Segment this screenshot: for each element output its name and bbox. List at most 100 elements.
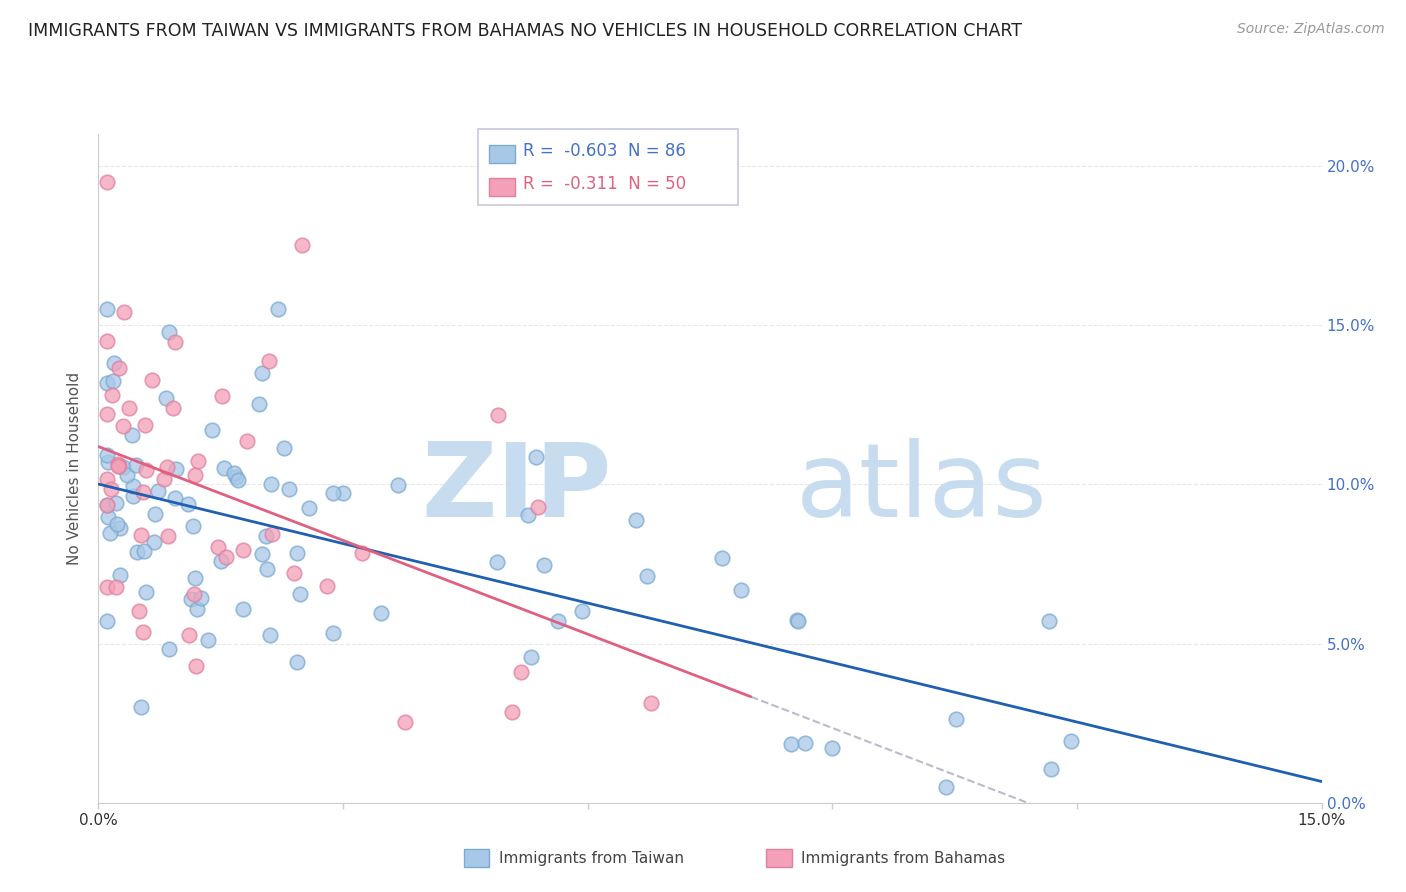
Point: [183, 467, 205, 482]
Point: [711, 551, 734, 566]
Point: [207, 540, 229, 554]
Point: [250, 366, 273, 380]
Point: [780, 737, 803, 751]
Point: [260, 477, 283, 491]
Text: Immigrants from Bahamas: Immigrants from Bahamas: [801, 851, 1005, 865]
Point: [257, 354, 280, 368]
Point: [298, 501, 321, 516]
Point: [135, 584, 157, 599]
Point: [273, 442, 295, 456]
Point: [793, 736, 815, 750]
Point: [186, 602, 208, 616]
Point: [96, 175, 118, 189]
Point: [108, 458, 131, 473]
Point: [209, 553, 232, 567]
Point: [121, 479, 143, 493]
Point: [96, 614, 118, 628]
Point: [103, 356, 125, 370]
Point: [821, 741, 844, 756]
Point: [108, 521, 131, 535]
Point: [163, 491, 186, 505]
Point: [155, 392, 177, 406]
Point: [214, 550, 236, 565]
Point: [97, 455, 120, 469]
Text: R =  -0.603  N = 86: R = -0.603 N = 86: [523, 142, 686, 160]
Point: [547, 614, 569, 628]
Point: [212, 461, 235, 475]
Point: [145, 507, 167, 521]
Point: [134, 417, 156, 432]
Point: [636, 569, 658, 583]
Point: [640, 696, 662, 710]
Point: [277, 482, 299, 496]
Point: [129, 527, 152, 541]
Point: [935, 780, 957, 794]
Point: [132, 625, 155, 640]
Point: [165, 462, 187, 476]
Point: [101, 388, 124, 402]
Point: [114, 305, 136, 319]
Point: [730, 582, 752, 597]
Point: [254, 529, 277, 543]
Point: [112, 460, 135, 475]
Point: [252, 548, 274, 562]
Point: [165, 335, 187, 350]
Point: [486, 409, 509, 423]
Point: [156, 459, 179, 474]
Point: [624, 512, 647, 526]
Point: [96, 448, 118, 462]
Point: [134, 544, 156, 558]
Point: [571, 604, 593, 618]
Point: [96, 472, 118, 486]
Point: [533, 558, 555, 572]
Point: [524, 450, 547, 464]
Point: [236, 434, 259, 449]
Point: [115, 467, 138, 482]
Point: [786, 614, 808, 628]
Text: Immigrants from Taiwan: Immigrants from Taiwan: [499, 851, 685, 865]
Point: [291, 238, 314, 252]
Point: [370, 606, 392, 620]
Point: [184, 571, 207, 585]
Text: IMMIGRANTS FROM TAIWAN VS IMMIGRANTS FROM BAHAMAS NO VEHICLES IN HOUSEHOLD CORRE: IMMIGRANTS FROM TAIWAN VS IMMIGRANTS FRO…: [28, 22, 1022, 40]
Point: [96, 334, 118, 348]
Point: [322, 626, 344, 640]
Point: [283, 566, 305, 581]
Point: [332, 485, 354, 500]
Point: [177, 497, 200, 511]
Point: [157, 528, 180, 542]
Point: [141, 373, 163, 387]
Point: [105, 496, 128, 510]
Point: [267, 301, 290, 316]
Point: [786, 614, 808, 628]
Point: [111, 419, 134, 434]
Point: [520, 650, 543, 665]
Point: [350, 546, 373, 560]
Point: [259, 628, 281, 642]
Point: [387, 478, 409, 492]
Point: [135, 462, 157, 476]
Point: [187, 454, 209, 468]
Point: [125, 544, 148, 558]
Point: [108, 567, 131, 582]
Point: [157, 641, 180, 656]
Point: [394, 714, 416, 729]
Point: [180, 591, 202, 606]
Point: [200, 423, 222, 437]
Point: [1038, 614, 1060, 628]
Point: [105, 516, 128, 531]
Point: [501, 706, 523, 720]
Point: [226, 473, 249, 487]
Point: [96, 580, 118, 594]
Point: [225, 470, 247, 484]
Point: [184, 659, 207, 673]
Point: [96, 376, 118, 391]
Point: [121, 427, 143, 442]
Point: [945, 712, 967, 726]
Point: [510, 665, 533, 680]
Point: [181, 519, 204, 533]
Point: [1060, 734, 1083, 748]
Point: [96, 499, 118, 513]
Point: [128, 604, 150, 618]
Point: [211, 389, 233, 403]
